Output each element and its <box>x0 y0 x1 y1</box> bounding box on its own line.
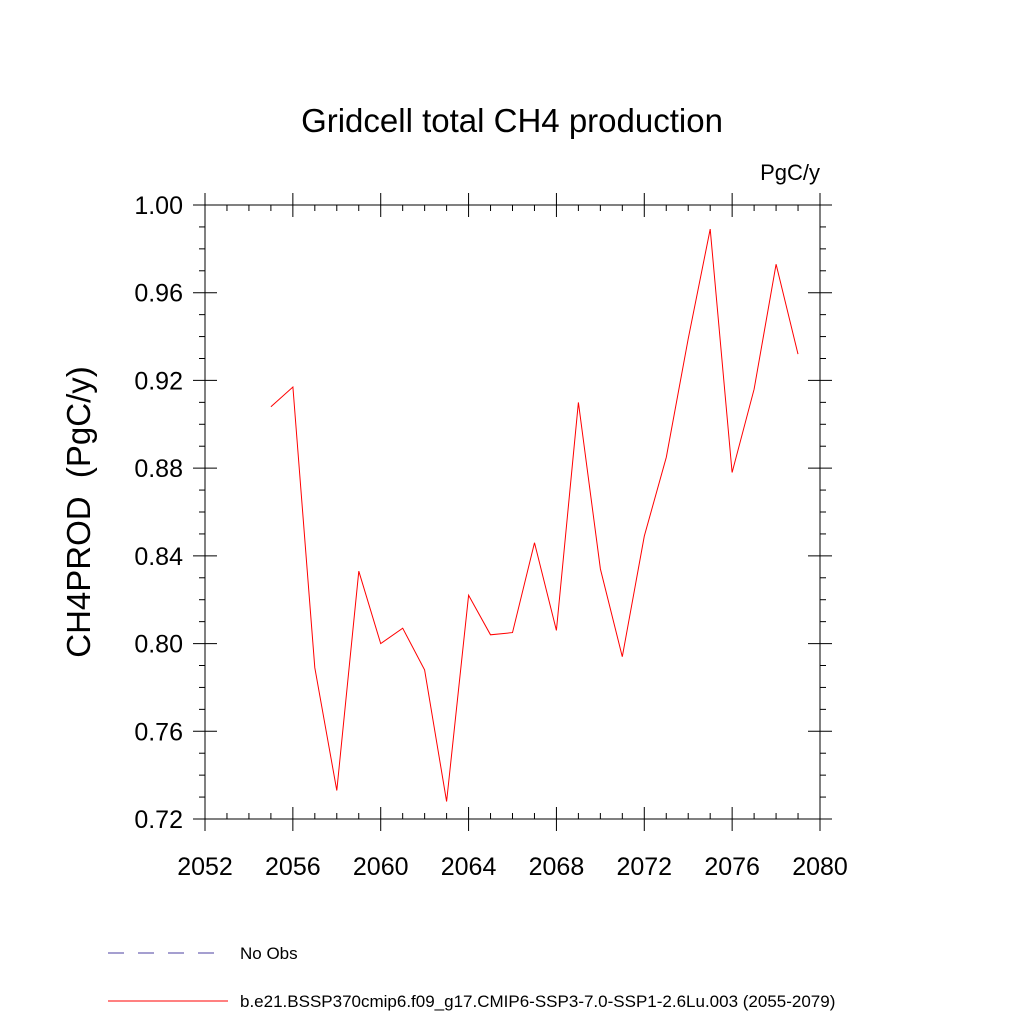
series-layer <box>270 229 799 802</box>
legend-label-no-obs: No Obs <box>240 944 298 963</box>
x-tick-label: 2068 <box>529 853 585 881</box>
x-tick-label: 2064 <box>441 853 497 881</box>
units-label: PgC/y <box>760 160 820 185</box>
y-tick-label: 0.92 <box>134 367 183 395</box>
x-tick-label: 2052 <box>177 853 233 881</box>
y-tick-label: 0.76 <box>134 718 183 746</box>
axis-ticks: 2052 2056 2060 2064 2068 2072 2076 2080 0.72 0.76… <box>134 192 847 881</box>
y-tick-label: 0.88 <box>134 455 183 483</box>
y-tick-label: 0.72 <box>134 806 183 834</box>
x-tick-label: 2056 <box>265 853 321 881</box>
x-tick-label: 2072 <box>616 853 672 881</box>
y-axis-label: CH4PROD (PgC/y) <box>60 366 97 658</box>
y-tick-label: 1.00 <box>134 192 183 220</box>
x-tick-label: 2080 <box>792 853 848 881</box>
y-tick-label: 0.84 <box>134 543 183 571</box>
plot-frame <box>204 204 821 820</box>
x-tick-label: 2060 <box>353 853 409 881</box>
y-tick-label: 0.80 <box>134 631 183 659</box>
series-line <box>270 229 799 802</box>
legend-label-series: b.e21.BSSP370cmip6.f09_g17.CMIP6-SSP3-7.… <box>240 992 835 1011</box>
chart-title: Gridcell total CH4 production <box>301 102 723 139</box>
x-tick-label: 2076 <box>704 853 760 881</box>
legend: No Obs b.e21.BSSP370cmip6.f09_g17.CMIP6-… <box>108 944 835 1011</box>
y-tick-label: 0.96 <box>134 280 183 308</box>
